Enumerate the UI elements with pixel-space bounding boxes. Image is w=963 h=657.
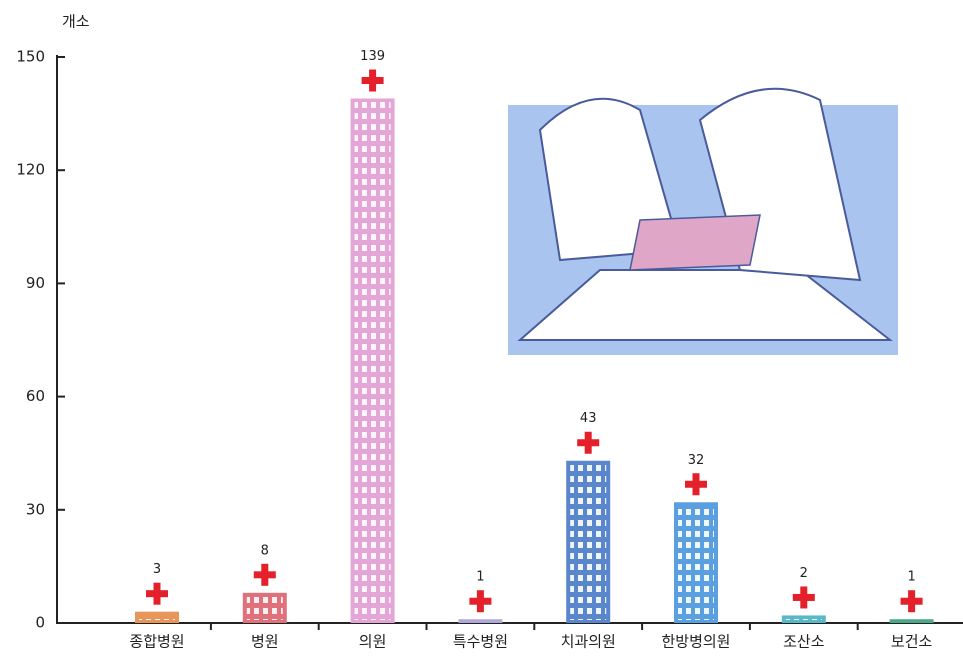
value-label: 1 xyxy=(907,570,915,585)
bar-windows xyxy=(139,615,175,620)
value-label: 43 xyxy=(580,411,597,426)
bar-windows xyxy=(355,102,391,620)
cross-icon xyxy=(261,564,268,586)
cross-icon xyxy=(800,586,807,608)
cross-icon xyxy=(477,590,484,612)
y-axis-label: 개소 xyxy=(62,13,90,31)
value-label: 8 xyxy=(261,543,269,558)
value-label: 139 xyxy=(360,49,385,64)
value-label: 1 xyxy=(476,570,484,585)
x-tick-label: 보건소 xyxy=(891,633,933,651)
cross-icon xyxy=(693,473,700,495)
illustration xyxy=(508,89,898,355)
chart: 개소 0 30 60 90 120 150 종합병원 3 병원 8 의원 139 특수병원 1 치과의원 43… xyxy=(0,0,963,657)
y-tick-label: 60 xyxy=(26,387,45,405)
cross-icon xyxy=(154,583,161,605)
y-tick-label: 120 xyxy=(16,161,45,179)
bar-windows xyxy=(570,464,606,620)
cross-icon xyxy=(585,432,592,454)
y-tick-label: 90 xyxy=(26,274,45,292)
y-tick-label: 30 xyxy=(26,500,45,518)
x-tick-label: 병원 xyxy=(251,633,279,651)
cross-icon xyxy=(908,590,915,612)
x-tick-label: 한방병의원 xyxy=(661,633,730,651)
bar-windows xyxy=(247,596,283,620)
bar-windows xyxy=(678,505,714,620)
value-label: 2 xyxy=(800,566,808,581)
x-tick-label: 치과의원 xyxy=(561,633,616,651)
value-label: 3 xyxy=(153,562,161,577)
x-tick-label: 의원 xyxy=(359,633,387,651)
x-tick-label: 종합병원 xyxy=(129,633,184,651)
y-tick-label: 0 xyxy=(35,614,45,632)
bar-windows xyxy=(786,618,822,620)
bar xyxy=(458,619,502,623)
value-label: 32 xyxy=(688,453,705,468)
x-tick-label: 조산소 xyxy=(783,633,825,651)
y-tick-label: 150 xyxy=(16,48,45,66)
cross-icon xyxy=(369,70,376,92)
x-tick-label: 특수병원 xyxy=(453,633,508,651)
patient xyxy=(630,215,760,270)
bar xyxy=(890,619,934,623)
